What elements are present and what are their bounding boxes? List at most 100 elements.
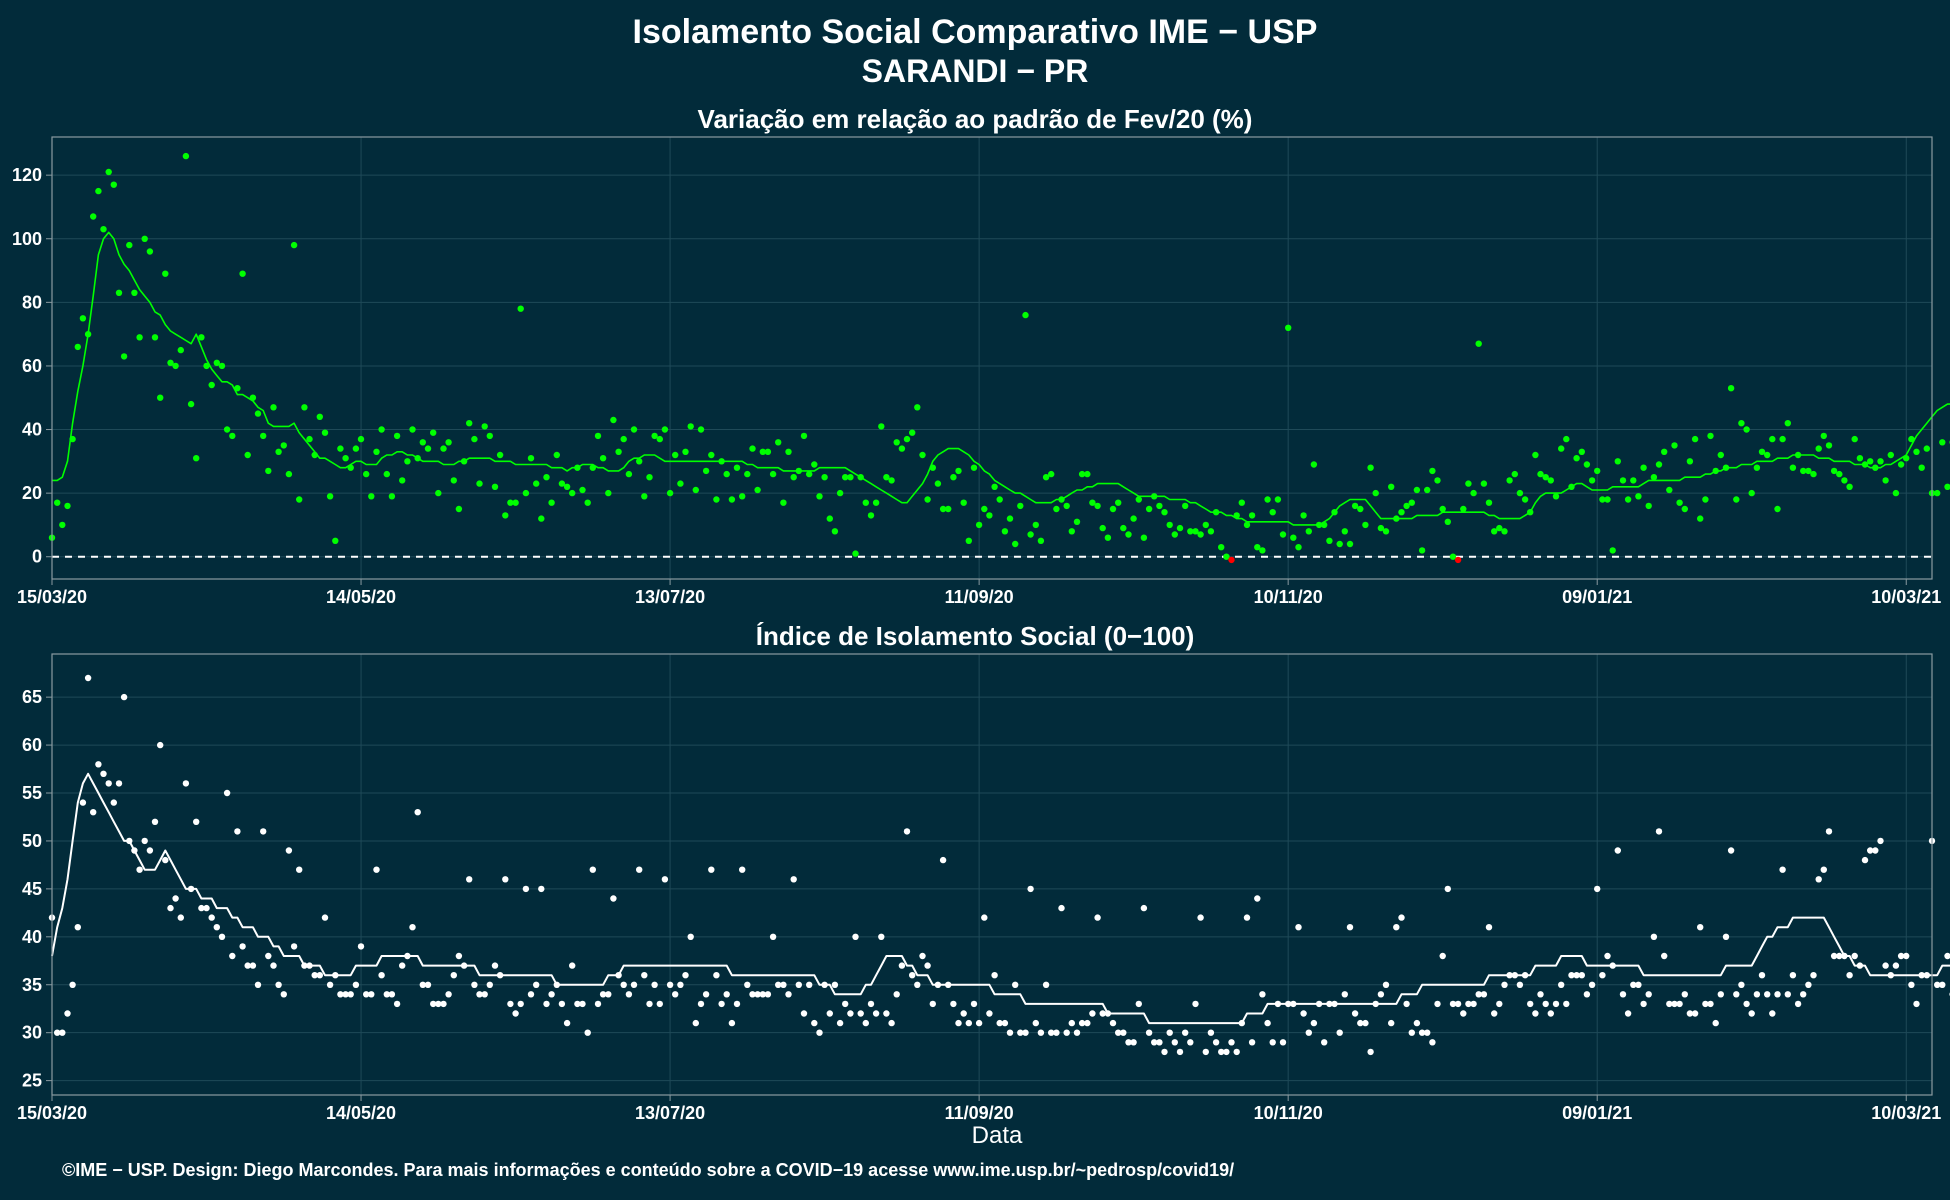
data-point (630, 426, 638, 433)
data-point (326, 981, 334, 988)
x-tick-label: 10/03/21 (1871, 587, 1941, 607)
data-point (399, 962, 406, 969)
data-point (316, 413, 323, 420)
data-point (1588, 477, 1596, 484)
data-point (1594, 885, 1601, 893)
data-point (239, 270, 246, 277)
data-point (435, 489, 442, 497)
data-point (363, 470, 370, 478)
data-point (867, 512, 875, 519)
data-point (1310, 461, 1318, 468)
data-point (1357, 505, 1364, 513)
data-point (888, 477, 895, 484)
data-point (1738, 981, 1745, 988)
data-point (1413, 486, 1421, 494)
data-point (1604, 496, 1611, 503)
data-point (357, 943, 365, 950)
data-point (306, 962, 313, 969)
data-point (1810, 470, 1817, 478)
data-point (1393, 924, 1400, 931)
data-point (1506, 477, 1513, 484)
data-point (1784, 420, 1792, 427)
data-point (950, 474, 957, 481)
data-point (218, 933, 226, 940)
data-point (970, 1000, 978, 1008)
data-point (656, 435, 663, 443)
data-point (1218, 1048, 1225, 1056)
data-point (677, 981, 684, 988)
data-point (1640, 464, 1647, 471)
data-point (852, 550, 859, 557)
y-tick-label: 20 (22, 483, 42, 503)
data-point (1372, 489, 1379, 497)
data-point (1691, 435, 1699, 443)
data-point (265, 952, 272, 960)
data-point (481, 991, 488, 998)
data-point (1197, 531, 1204, 538)
data-point (1758, 448, 1766, 455)
data-point (213, 359, 220, 366)
data-point (1743, 426, 1750, 433)
data-point (1398, 509, 1405, 516)
data-point (749, 991, 756, 998)
page-subtitle: SARANDI − PR (862, 53, 1089, 89)
data-point (1037, 537, 1045, 544)
data-point (1393, 515, 1400, 522)
data-point (254, 981, 262, 988)
footer-caption: ©IME − USP. Design: Diego Marcondes. Par… (62, 1160, 1234, 1180)
data-point (1017, 502, 1024, 510)
data-point (1681, 505, 1689, 513)
moving-average-line (52, 231, 1950, 526)
data-point (1006, 515, 1014, 522)
data-point (1460, 505, 1467, 513)
data-point (455, 952, 463, 960)
data-point (1841, 952, 1848, 960)
data-point (1444, 518, 1452, 525)
data-point (713, 972, 720, 979)
data-point (744, 470, 751, 478)
data-point (193, 818, 200, 825)
data-point (759, 991, 766, 998)
data-point (934, 480, 942, 487)
data-point (1140, 534, 1148, 541)
data-point (1563, 1000, 1570, 1008)
data-point (1362, 1019, 1369, 1027)
data-point (1547, 477, 1555, 484)
x-tick-label: 13/07/20 (635, 587, 705, 607)
data-point (1661, 952, 1668, 960)
data-point (615, 972, 622, 979)
data-point (507, 1000, 514, 1008)
data-point (466, 876, 473, 883)
data-point (780, 499, 787, 506)
y-tick-label: 65 (22, 687, 42, 707)
data-point (1145, 1029, 1153, 1036)
data-point (234, 828, 241, 835)
data-point (1367, 464, 1374, 471)
data-point (759, 448, 766, 455)
data-point (625, 991, 633, 998)
data-point (1187, 1039, 1194, 1046)
data-point (326, 493, 334, 500)
data-point (563, 1019, 571, 1027)
data-point (337, 991, 344, 998)
data-point (249, 962, 257, 969)
data-point (1073, 1029, 1081, 1036)
data-point (898, 962, 906, 969)
top-chart-title: Variação em relação ao padrão de Fev/20 … (698, 104, 1253, 134)
data-point (1290, 534, 1297, 541)
data-point (1774, 991, 1781, 998)
data-point (1573, 972, 1580, 979)
data-point (1841, 477, 1848, 484)
data-point (1238, 499, 1246, 506)
data-point (1686, 1010, 1694, 1017)
data-point (414, 455, 421, 462)
data-point (1099, 524, 1106, 532)
data-point (692, 1019, 699, 1027)
data-point (939, 856, 947, 864)
data-point (404, 952, 411, 960)
data-point (795, 467, 802, 475)
data-point (1774, 505, 1781, 513)
data-point (275, 981, 282, 988)
data-point (1032, 1019, 1040, 1027)
